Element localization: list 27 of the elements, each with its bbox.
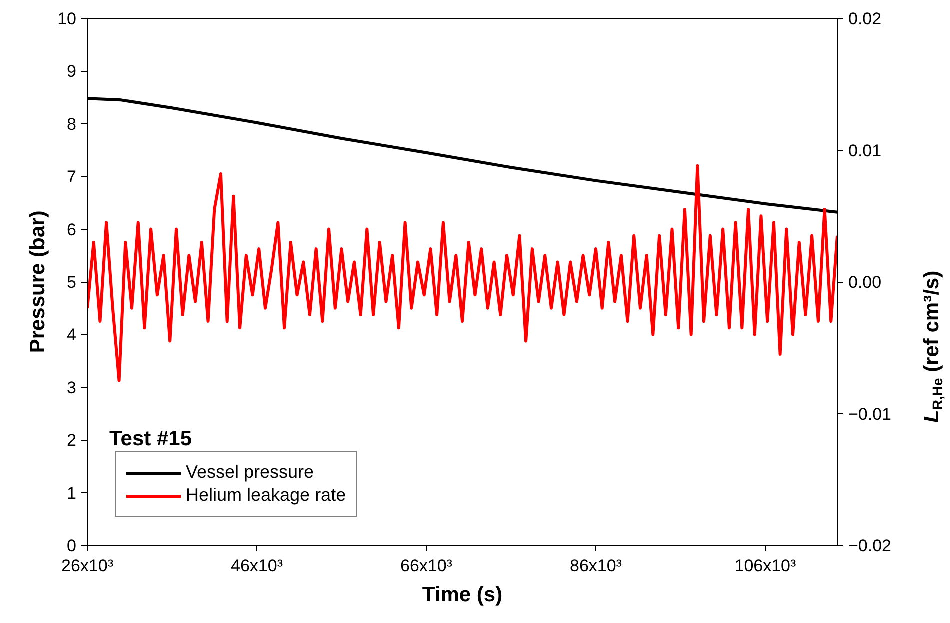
y2-tick-label: 0.01 <box>848 141 882 160</box>
y2-tick-label: −0.01 <box>848 404 892 424</box>
y-tick-label: 9 <box>67 62 77 82</box>
x-axis-title: Time (s) <box>422 584 503 606</box>
x-tick-label: 86x10³ <box>570 556 622 576</box>
y-tick-label: 7 <box>67 168 77 187</box>
legend-label: Vessel pressure <box>186 462 314 483</box>
x-tick-label: 66x10³ <box>400 556 453 576</box>
y-axis-title: Pressure (bar) <box>26 210 50 354</box>
y-tick-label: 2 <box>67 431 77 450</box>
y-tick-label: 6 <box>67 220 77 240</box>
y-tick-label: 3 <box>67 378 77 398</box>
y2-tick-label: 0.02 <box>848 10 882 28</box>
y-tick-label: 0 <box>67 536 77 556</box>
y-tick-label: 10 <box>58 10 77 28</box>
x-tick-label: 46x10³ <box>231 556 284 576</box>
legend-label: Helium leakage rate <box>186 485 346 506</box>
y-tick-label: 4 <box>67 326 77 345</box>
x-tick-label: 106x10³ <box>734 556 797 576</box>
y2-tick-label: −0.02 <box>848 536 892 556</box>
y-tick-label: 1 <box>67 484 77 503</box>
annotation: Test #15 <box>110 428 192 450</box>
y-tick-label: 5 <box>67 273 77 292</box>
y-tick-label: 8 <box>67 114 77 134</box>
y2-tick-label: 0.00 <box>848 273 882 292</box>
x-tick-label: 26x10³ <box>62 556 114 576</box>
line-series <box>88 164 838 382</box>
